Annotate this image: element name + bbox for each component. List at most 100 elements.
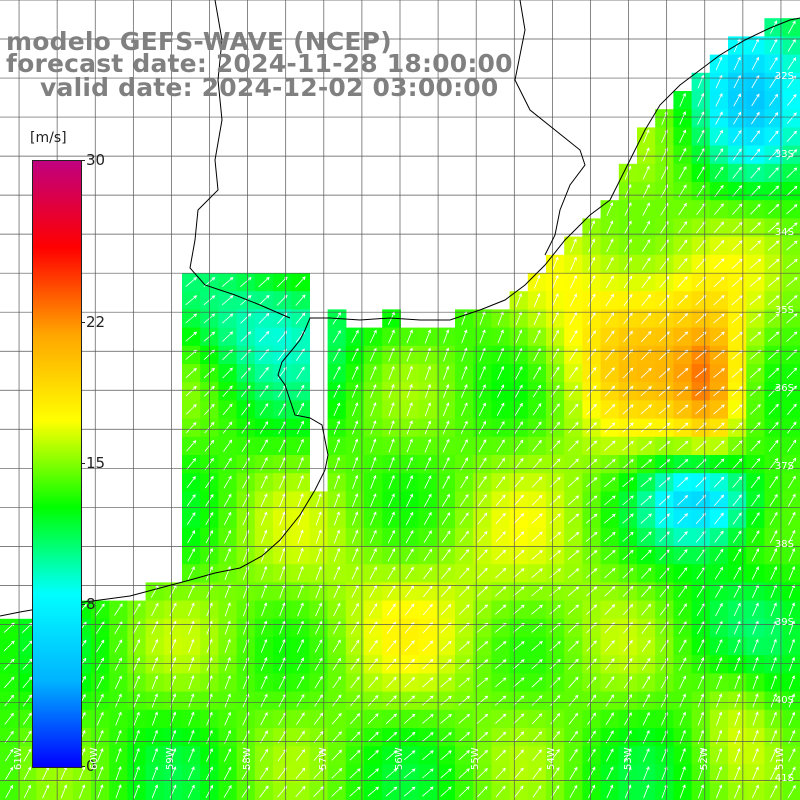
wind-arrow: [695, 368, 707, 378]
wind-arrow: [768, 403, 779, 415]
wind-arrow: [751, 93, 760, 107]
wind-arrow: [585, 495, 598, 506]
latitude-label: 36S: [774, 383, 794, 395]
wind-arrow: [223, 766, 232, 780]
wind-arrow: [186, 458, 197, 470]
wind-arrow: [643, 147, 650, 162]
wind-arrow: [333, 602, 341, 617]
wind-arrow: [513, 749, 524, 761]
wind-speed-cell: [746, 72, 765, 92]
wind-speed-cell: [637, 218, 656, 238]
wind-speed-cell: [746, 145, 765, 165]
wind-arrow: [713, 240, 725, 252]
wind-arrow: [224, 584, 231, 599]
wind-speed-cell: [764, 91, 784, 110]
wind-arrow: [787, 475, 796, 489]
wind-arrow: [658, 495, 671, 506]
wind-speed-cell: [764, 18, 784, 37]
wind-arrow: [279, 547, 286, 562]
wind-speed-cell: [455, 546, 474, 565]
wind-speed-cell: [600, 254, 620, 274]
wind-speed-cell: [618, 473, 638, 492]
wind-speed-cell: [491, 546, 511, 565]
wind-arrow: [676, 404, 689, 415]
wind-arrow: [370, 365, 377, 380]
wind-speed-cell: [746, 546, 765, 565]
wind-speed-cell: [673, 182, 693, 201]
wind-arrow: [752, 675, 759, 690]
wind-arrow: [570, 256, 577, 271]
wind-arrow: [786, 349, 798, 361]
wind-arrow: [640, 495, 653, 506]
wind-speed-cell: [455, 691, 474, 711]
wind-arrow: [496, 402, 505, 416]
wind-arrow: [313, 749, 324, 761]
wind-arrow: [696, 602, 705, 616]
wind-arrow: [605, 694, 615, 707]
wind-arrow: [549, 658, 561, 670]
colorbar-tick-mark: [81, 463, 85, 464]
wind-arrow: [115, 711, 122, 726]
wind-arrow: [622, 422, 634, 433]
wind-arrow: [403, 750, 416, 761]
wind-speed-cell: [546, 400, 565, 420]
wind-arrow: [696, 166, 705, 180]
wind-arrow: [223, 493, 232, 507]
wind-arrow: [188, 638, 195, 653]
wind-arrow: [387, 566, 396, 580]
wind-speed-cell: [254, 345, 274, 365]
wind-speed-cell: [564, 746, 583, 765]
wind-speed-cell: [546, 527, 565, 547]
wind-speed-cell: [327, 673, 347, 693]
wind-arrow: [786, 403, 797, 416]
wind-speed-cell: [709, 527, 729, 547]
wind-speed-cell: [582, 254, 602, 274]
wind-speed-cell: [564, 291, 583, 310]
wind-speed-cell: [364, 655, 383, 674]
wind-speed-cell: [673, 200, 693, 219]
wind-arrow: [513, 641, 525, 651]
wind-arrow: [513, 568, 525, 579]
wind-arrow: [479, 365, 486, 380]
wind-speed-cell: [182, 327, 201, 347]
wind-speed-cell: [691, 236, 711, 256]
wind-arrow: [240, 276, 252, 288]
wind-speed-cell: [273, 273, 292, 292]
wind-speed-cell: [637, 418, 656, 438]
wind-arrow: [368, 676, 379, 689]
wind-speed-cell: [782, 782, 800, 800]
wind-arrow: [751, 512, 760, 525]
wind-arrow: [442, 420, 450, 435]
wind-arrow: [367, 750, 379, 761]
wind-arrow: [352, 474, 359, 490]
wind-speed-cell: [600, 764, 620, 784]
wind-arrow: [549, 586, 562, 597]
wind-arrow: [786, 385, 797, 397]
wind-speed-cell: [527, 709, 547, 729]
wind-speed-cell: [327, 655, 347, 674]
wind-speed-cell: [509, 509, 529, 529]
wind-arrow: [750, 185, 761, 197]
wind-arrow: [550, 440, 561, 452]
longitude-label: 51W: [774, 747, 786, 770]
wind-arrow: [697, 693, 705, 708]
wind-arrow: [750, 458, 761, 470]
wind-arrow: [513, 586, 525, 597]
wind-arrow: [732, 530, 742, 543]
wind-arrow: [531, 494, 543, 506]
wind-arrow: [295, 749, 306, 762]
wind-speed-cell: [764, 345, 784, 365]
wind-arrow: [222, 367, 233, 379]
wind-speed-cell: [291, 327, 310, 347]
wind-arrow: [731, 386, 743, 397]
wind-arrow: [223, 439, 233, 452]
wind-speed-cell: [109, 618, 128, 638]
wind-arrow: [261, 584, 268, 599]
wind-speed-cell: [382, 600, 401, 620]
wind-arrow: [768, 421, 779, 434]
colorbar-tick-label: 0: [86, 757, 96, 775]
wind-arrow: [642, 693, 650, 708]
wind-speed-cell: [637, 273, 656, 292]
wind-arrow: [588, 784, 596, 799]
wind-arrow: [604, 404, 616, 415]
